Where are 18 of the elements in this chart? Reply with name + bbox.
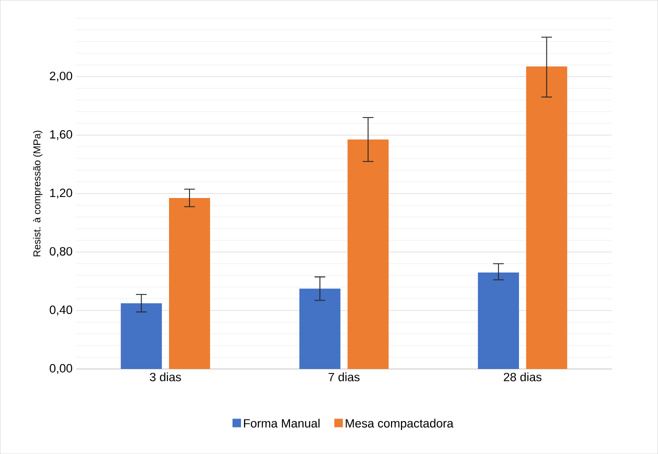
bar [526,66,568,369]
y-axis-title: Resist. à compressão (MPa) [32,130,42,256]
y-tick-label: 2,00 [50,72,72,82]
legend-label: Mesa compactadora [346,418,454,430]
legend-label: Forma Manual [244,418,320,428]
y-tick-label: 0,40 [50,306,72,316]
y-tick-label: 1,60 [50,130,72,140]
y-tick-label: 1,20 [50,188,72,198]
bar [478,272,519,369]
bar [348,139,389,369]
x-tick-label: 7 dias [328,372,360,382]
bar [299,288,340,369]
x-tick-label: 3 dias [150,372,181,382]
bar [120,303,162,369]
x-tick-label: 28 dias [504,372,542,382]
y-tick-label: 0,80 [50,247,72,257]
y-tick-label: 0,00 [50,364,72,374]
bar [169,198,210,369]
